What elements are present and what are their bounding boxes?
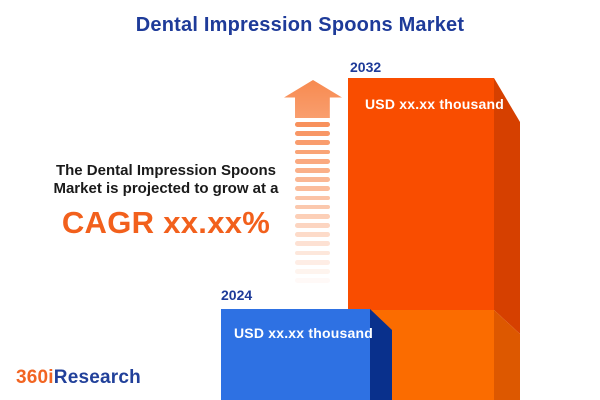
promo-line-1: The Dental Impression Spoons: [55, 162, 277, 179]
logo-360i: 360i: [16, 367, 54, 388]
bar-2032-value-label: USD xx.xx thousand: [365, 96, 504, 112]
promo-line-2: Market is projected to grow at a: [53, 180, 279, 197]
bar-2032-year-label: 2032: [350, 59, 382, 75]
promo-text-block: The Dental Impression Spoons Market is p…: [30, 162, 302, 241]
bar-2024-year-label: 2024: [221, 287, 253, 303]
bar-2024-face: [221, 309, 370, 400]
bar-2032-side-upper: [494, 78, 520, 334]
bar-2024-value-label: USD xx.xx thousand: [234, 325, 373, 341]
bar-2032-side-lower: [494, 310, 520, 400]
bar-2024-side: [370, 309, 392, 400]
cagr-text: CAGR xx.xx%: [61, 205, 271, 240]
logo-research: Research: [53, 367, 141, 388]
growth-arrow-dashes: [295, 122, 330, 283]
bar-2032-face-upper: [348, 78, 494, 310]
page-title: Dental Impression Spoons Market: [135, 14, 465, 36]
logo: 360iResearch: [16, 367, 141, 389]
